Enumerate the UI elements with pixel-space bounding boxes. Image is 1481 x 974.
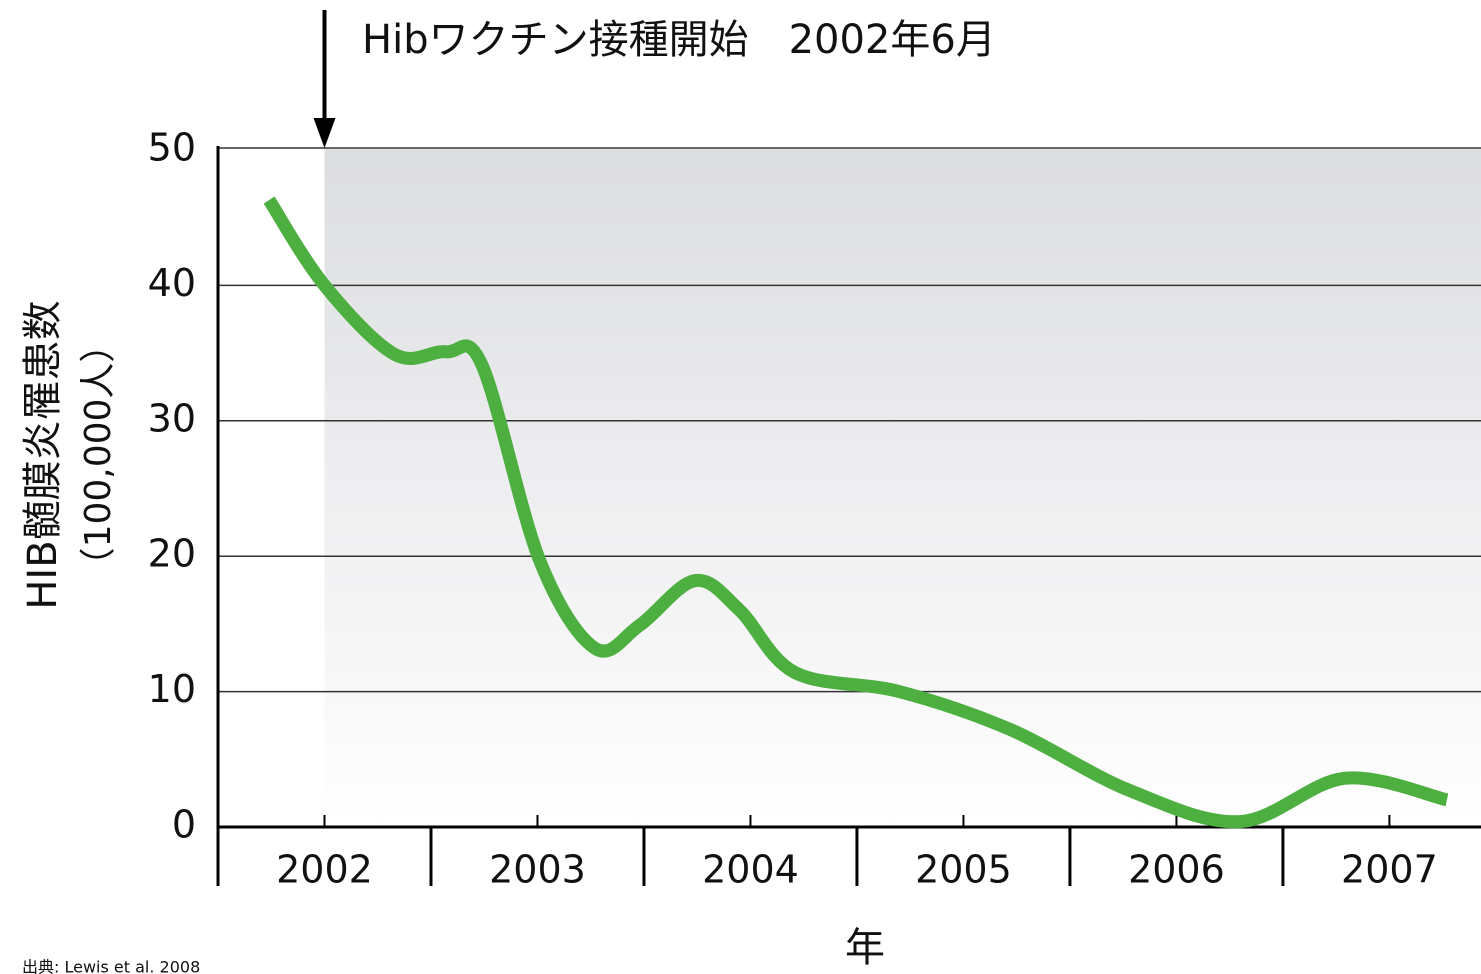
x-axis-label: 年 [845,925,885,971]
x-tick-label: 2002 [276,848,373,892]
annotation: Hibワクチン接種開始 2002年6月 [362,17,996,63]
y-tick-label: 40 [148,261,196,305]
source: 出典: Lewis et al. 2008 [22,958,200,974]
data-line [263,196,1449,829]
y-axis-label: HIB髄膜炎罹患数 [20,300,66,609]
y-axis-label: （100,000人） [78,327,119,584]
x-tick-label: 2007 [1341,848,1438,892]
y-tick-label: 20 [148,532,196,576]
y-tick-label: 10 [148,667,196,711]
vaccine-period [324,148,1481,827]
x-tick-label: 2006 [1128,848,1225,892]
y-tick-label: 0 [172,803,196,847]
x-tick-label: 2003 [489,848,586,892]
y-tick-label: 50 [148,126,196,170]
y-tick-label: 30 [148,396,196,440]
annotation-arrowhead [313,118,336,148]
x-tick-label: 2004 [702,848,799,892]
x-tick-label: 2005 [915,848,1012,892]
